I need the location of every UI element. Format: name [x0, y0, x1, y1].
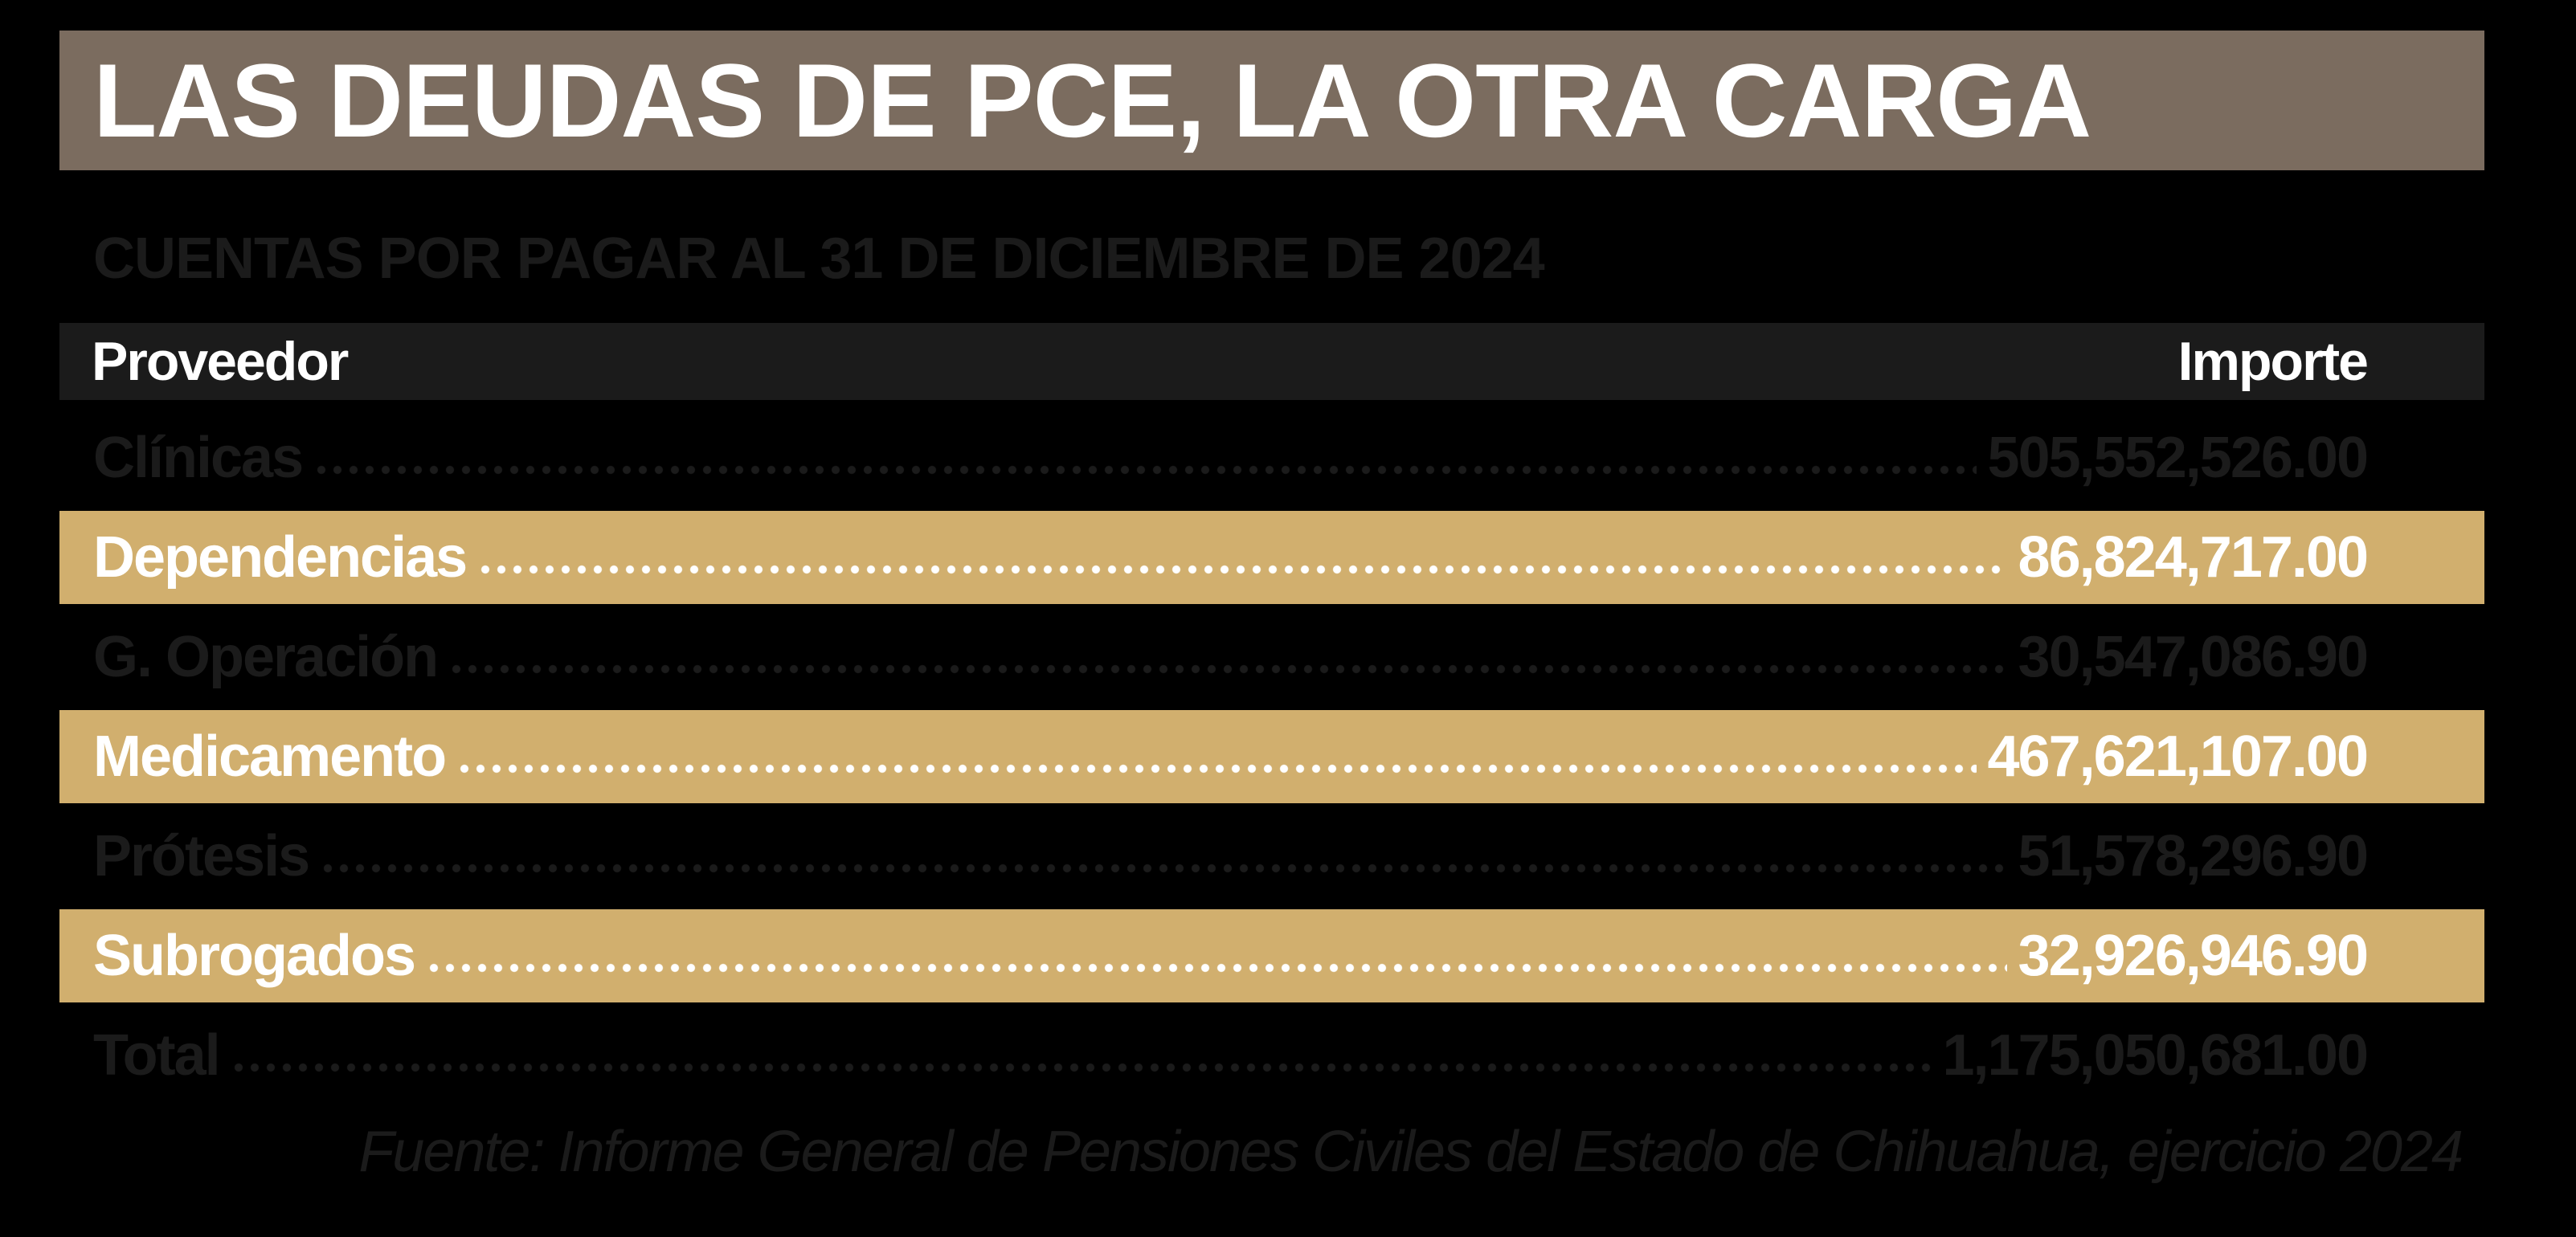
- table-row: Total 1,175,050,681.00: [59, 1009, 2484, 1102]
- dot-leader: [456, 764, 1977, 774]
- table-row-content: Prótesis 51,578,296.90: [93, 810, 2369, 903]
- dot-leader: [313, 465, 1977, 475]
- table-row-content: G. Operación 30,547,086.90: [93, 610, 2369, 704]
- row-label: Clínicas: [93, 426, 304, 490]
- row-label: Medicamento: [93, 725, 447, 789]
- dot-leader: [230, 1063, 1932, 1072]
- column-header-importe: Importe: [2177, 331, 2369, 392]
- table-row-content: Subrogados 32,926,946.90: [93, 909, 2369, 1002]
- dot-leader: [477, 565, 2007, 574]
- row-value: 467,621,107.00: [1987, 725, 2369, 789]
- table-row: Subrogados 32,926,946.90: [59, 909, 2484, 1002]
- table-row: Dependencias 86,824,717.00: [59, 511, 2484, 604]
- row-value: 86,824,717.00: [2018, 525, 2369, 590]
- column-header-proveedor: Proveedor: [92, 331, 349, 392]
- table-row: G. Operación 30,547,086.90: [59, 610, 2484, 704]
- table-body: Clínicas 505,552,526.00 Dependencias 86,824…: [59, 411, 2484, 1108]
- table-row-content: Medicamento 467,621,107.00: [93, 710, 2369, 803]
- row-value: 30,547,086.90: [2018, 625, 2369, 689]
- dot-leader: [426, 963, 2007, 973]
- table-row: Medicamento 467,621,107.00: [59, 710, 2484, 803]
- table-row-content: Total 1,175,050,681.00: [93, 1009, 2369, 1102]
- table-row-content: Dependencias 86,824,717.00: [93, 511, 2369, 604]
- row-value: 505,552,526.00: [1987, 426, 2369, 490]
- row-value: 1,175,050,681.00: [1942, 1023, 2369, 1088]
- table-row: Clínicas 505,552,526.00: [59, 411, 2484, 504]
- dot-leader: [448, 664, 2007, 674]
- title-bar: LAS DEUDAS DE PCE, LA OTRA CARGA: [59, 31, 2484, 170]
- dot-leader: [320, 863, 2007, 873]
- row-value: 51,578,296.90: [2018, 824, 2369, 888]
- row-label: Dependencias: [93, 525, 468, 590]
- row-label: G. Operación: [93, 625, 439, 689]
- table-row-content: Clínicas 505,552,526.00: [93, 411, 2369, 504]
- row-label: Subrogados: [93, 924, 416, 988]
- chart-subtitle: CUENTAS POR PAGAR AL 31 DE DICIEMBRE DE …: [93, 227, 1545, 291]
- row-label: Total: [93, 1023, 221, 1088]
- table-row: Prótesis 51,578,296.90: [59, 810, 2484, 903]
- row-value: 32,926,946.90: [2018, 924, 2369, 988]
- chart-title: LAS DEUDAS DE PCE, LA OTRA CARGA: [93, 42, 2091, 159]
- row-label: Prótesis: [93, 824, 310, 888]
- source-note: Fuente: Informe General de Pensiones Civ…: [358, 1120, 2464, 1184]
- table-header: Proveedor Importe: [59, 323, 2484, 400]
